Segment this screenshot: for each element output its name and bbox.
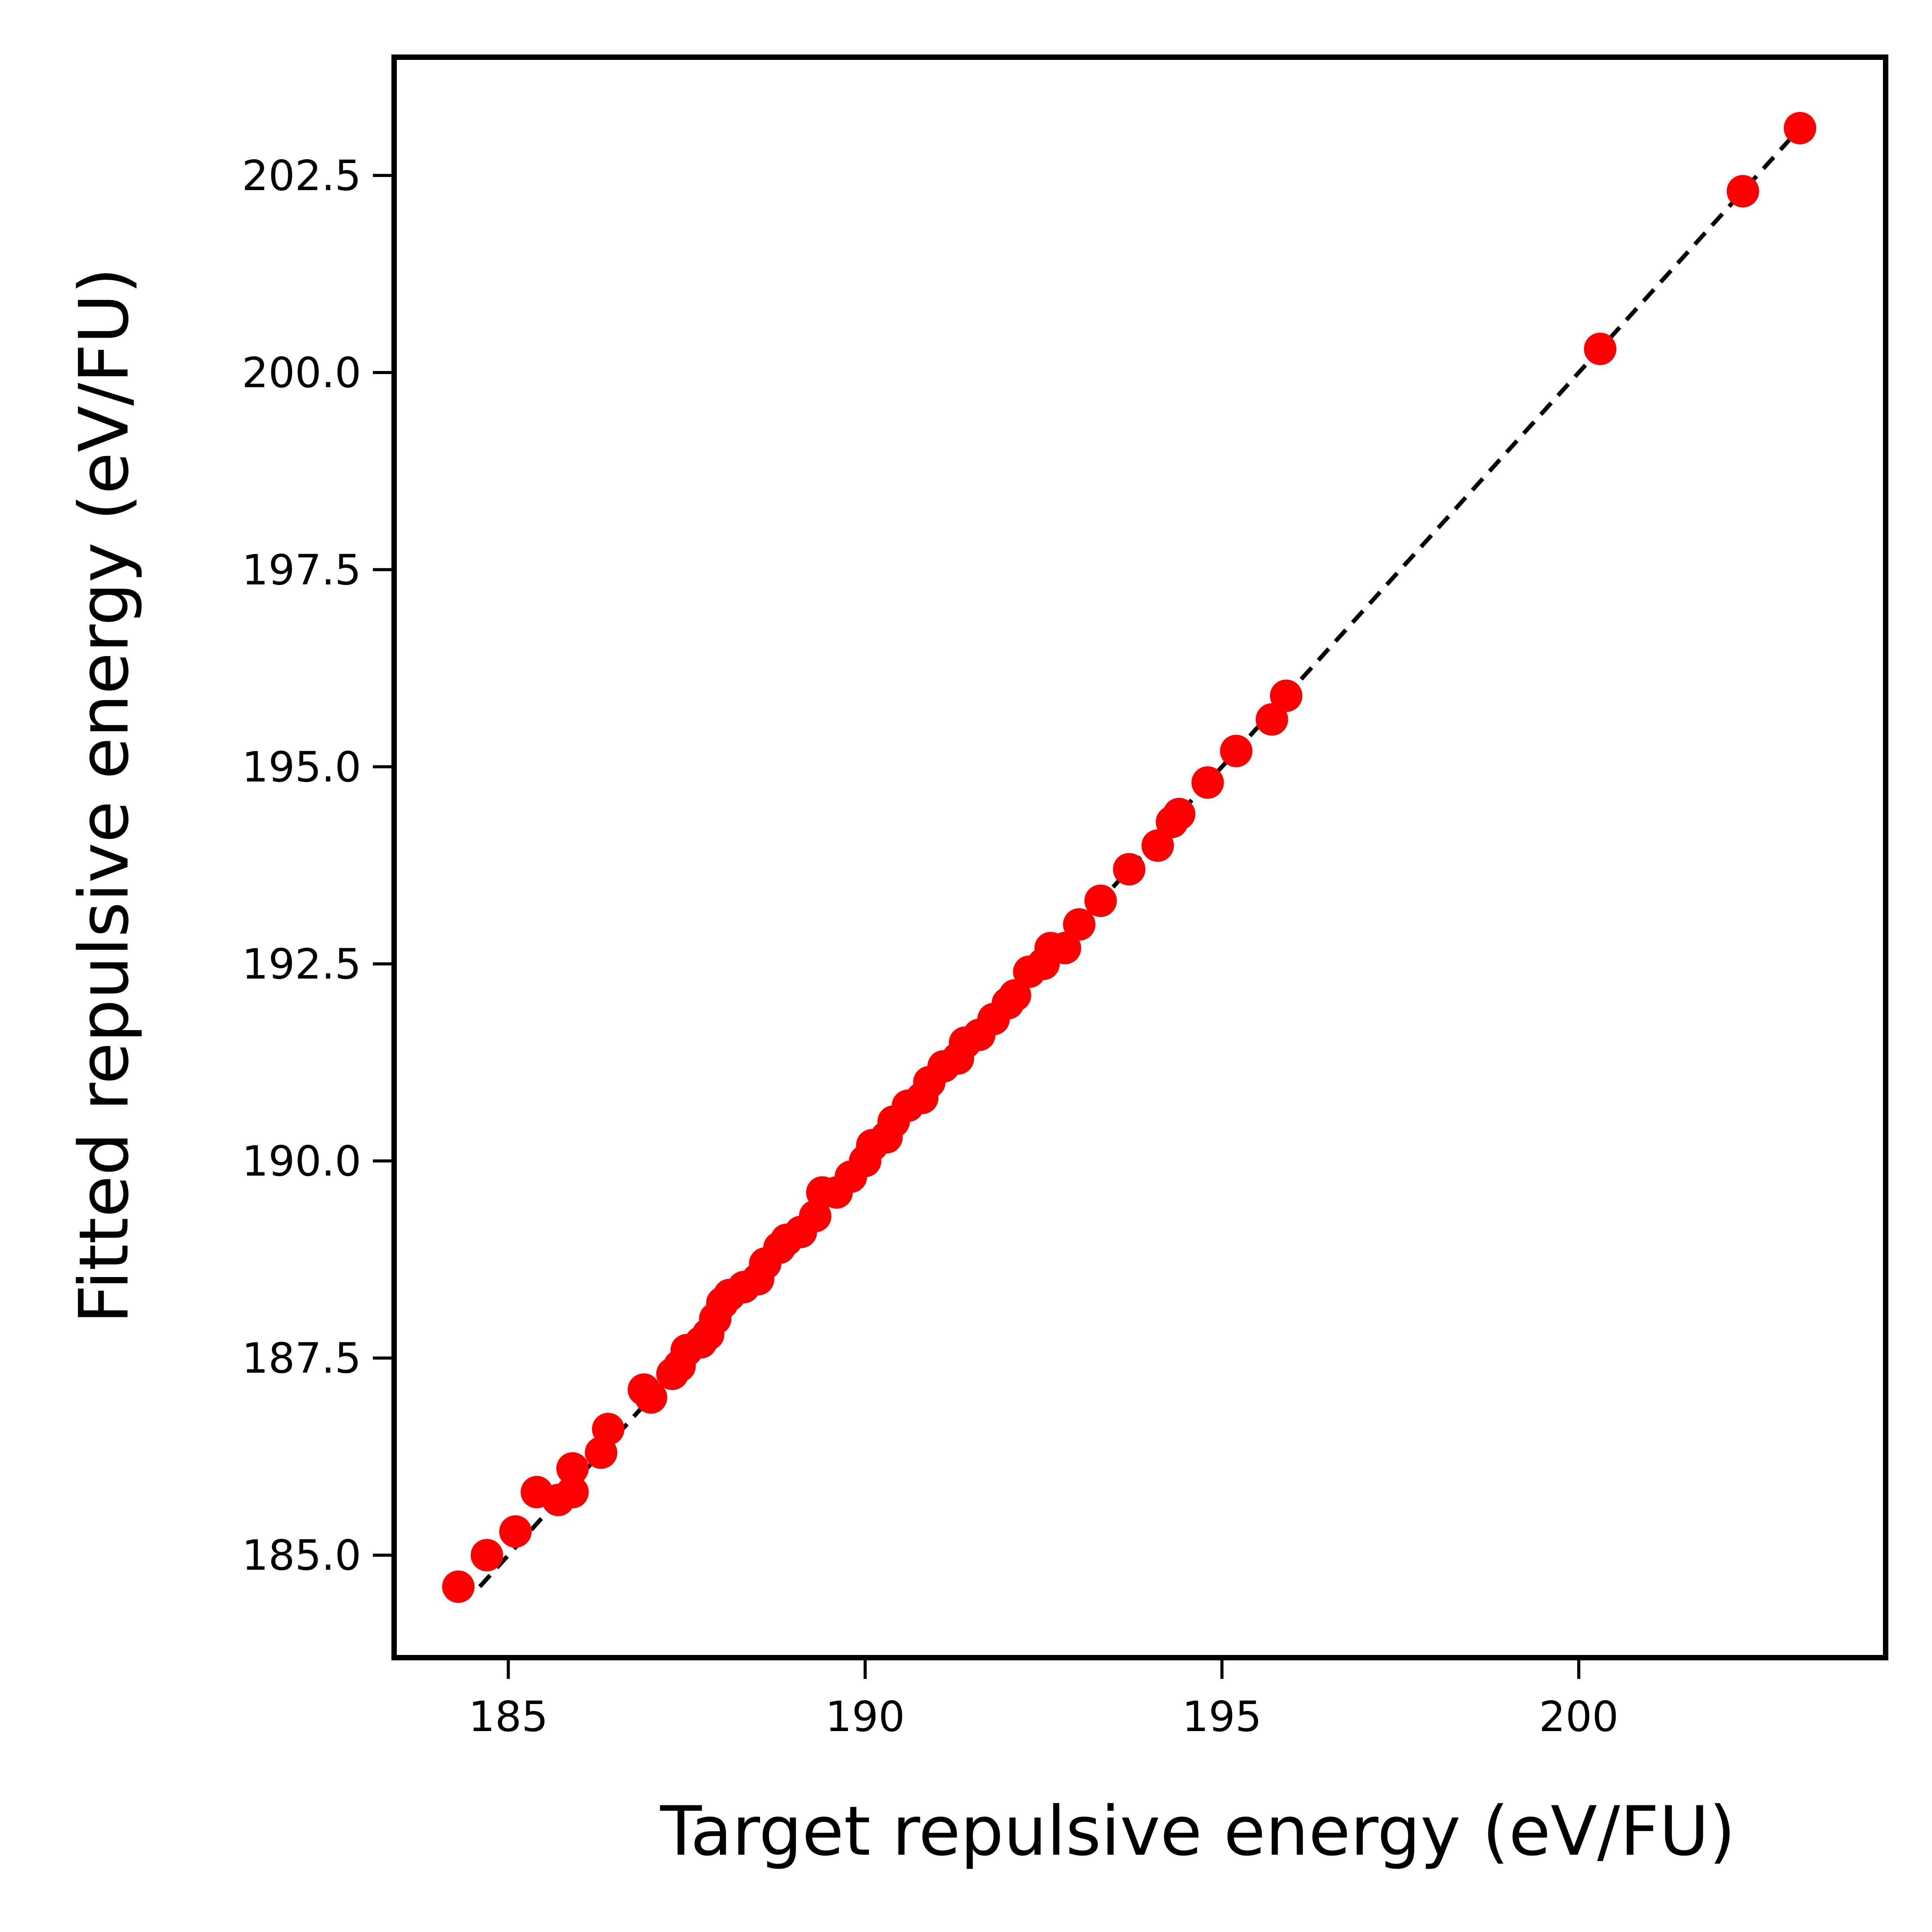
data-point <box>1084 884 1117 917</box>
y-axis-label: Fitted repulsive energy (eV/FU) <box>65 267 144 1324</box>
data-point <box>442 1570 475 1603</box>
data-point <box>1063 908 1096 941</box>
data-point <box>1584 332 1617 365</box>
data-point <box>1141 829 1174 862</box>
data-point <box>1163 798 1196 830</box>
y-tick-label: 185.0 <box>242 1532 361 1580</box>
x-tick-label: 185 <box>468 1693 548 1741</box>
data-point <box>556 1476 589 1509</box>
x-axis-ticks: 185 190 195 200 <box>468 1658 1619 1741</box>
x-tick-label: 200 <box>1539 1693 1619 1741</box>
y-tick-label: 192.5 <box>242 940 361 988</box>
y-tick-label: 202.5 <box>242 152 361 200</box>
x-axis-label: Target repulsive energy (eV/FU) <box>660 1792 1736 1871</box>
y-tick-label: 195.0 <box>242 743 361 791</box>
data-point <box>1191 766 1224 799</box>
data-point <box>1784 112 1816 145</box>
data-point <box>1255 703 1288 736</box>
data-point <box>998 979 1031 1012</box>
y-tick-label: 200.0 <box>242 349 361 397</box>
data-point <box>1220 735 1253 767</box>
data-point <box>1049 932 1082 964</box>
data-point <box>592 1413 625 1446</box>
data-point <box>1726 175 1759 207</box>
y-tick-label: 197.5 <box>242 546 361 594</box>
y-axis-ticks: 185.0 187.5 190.0 192.5 195.0 197.5 200.0 202.5 <box>242 152 394 1580</box>
data-points <box>442 112 1816 1603</box>
data-point <box>556 1452 589 1485</box>
data-point <box>1113 853 1146 886</box>
data-point <box>499 1515 532 1548</box>
data-point <box>1270 679 1303 712</box>
x-tick-label: 190 <box>825 1693 905 1741</box>
data-point <box>471 1539 503 1571</box>
x-tick-label: 195 <box>1182 1693 1262 1741</box>
plot-frame <box>391 54 1888 1660</box>
y-tick-label: 187.5 <box>242 1335 361 1383</box>
y-tick-label: 190.0 <box>242 1138 361 1186</box>
data-point <box>634 1381 667 1414</box>
